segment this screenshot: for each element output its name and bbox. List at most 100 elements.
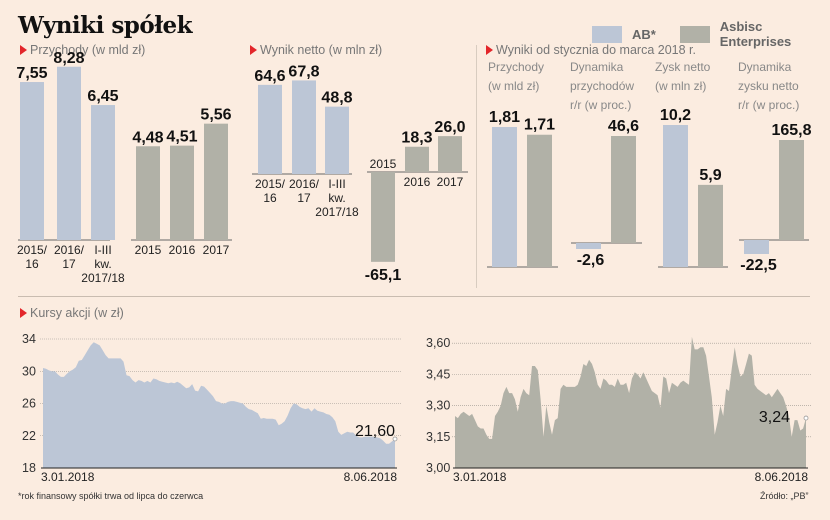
bar-value-label: 4,51 [166, 129, 197, 146]
bar-value-label: 10,2 [660, 107, 691, 124]
bar [663, 125, 688, 267]
bar [779, 140, 804, 240]
page-title: Wyniki spółek [18, 12, 193, 39]
bar-value-label: 1,71 [524, 117, 555, 134]
bar-value-label: 5,56 [200, 107, 231, 124]
bar-value-label: 7,55 [16, 65, 47, 82]
q1-subtitle-line: Zysk netto [655, 60, 711, 74]
bar-value-label: -22,5 [740, 257, 777, 274]
category-label: 2017 [437, 175, 464, 189]
bar [292, 80, 316, 174]
category-label: I-III [328, 177, 345, 191]
bar [492, 127, 517, 267]
category-label: 2016 [404, 175, 431, 189]
last-value-label: 21,60 [355, 423, 395, 440]
net-income-chart: 64,6 2015/16 67,8 2016/17 48,8 I-IIIkw.2017/1… [252, 63, 468, 284]
y-tick-label: 26 [22, 397, 36, 411]
bar [576, 243, 601, 249]
bar-value-label: 48,8 [321, 90, 352, 107]
bar [611, 136, 636, 243]
bar-value-label: 46,6 [608, 118, 639, 135]
q1-subtitle-line: r/r (w proc.) [738, 98, 800, 112]
bar [371, 172, 395, 262]
bar-value-label: -65,1 [365, 267, 402, 284]
bar [204, 123, 228, 240]
q1-subtitle-line: (w mln zł) [655, 79, 707, 93]
category-label: 2015 [135, 243, 162, 257]
category-label: kw. [94, 257, 111, 271]
legend-swatch-asbisc [679, 25, 710, 43]
x-end-label: 8.06.2018 [344, 470, 398, 484]
area-series [43, 342, 395, 468]
category-label: kw. [328, 191, 345, 205]
q1-subtitle-net-profit: Zysk netto (w mln zł) [655, 58, 710, 96]
q1-subtitle-line: (w mld zł) [488, 79, 540, 93]
q1-subtitle-line: r/r (w proc.) [570, 98, 632, 112]
section-shares: Kursy akcji (w zł) [20, 306, 124, 320]
y-tick-label: 3,45 [426, 367, 450, 381]
category-label: 17 [62, 257, 76, 271]
bar-value-label: 18,3 [401, 130, 432, 147]
q1-subtitle-line: Dynamika [570, 60, 624, 74]
bar-value-label: 64,6 [254, 68, 285, 85]
category-label: 2017 [203, 243, 230, 257]
q1-subtitle-line: zysku netto [738, 79, 799, 93]
category-label: 2016/ [54, 243, 85, 257]
bar [698, 184, 723, 267]
category-label: 2015/ [17, 243, 48, 257]
bar-value-label: 67,8 [288, 63, 319, 80]
triangle-marker-icon [486, 45, 493, 55]
bar [527, 134, 552, 267]
category-label: 17 [297, 191, 311, 205]
category-label: 2017/18 [81, 271, 125, 285]
bar [744, 240, 769, 254]
bar-value-label: 26,0 [434, 119, 465, 136]
bar [20, 82, 44, 240]
last-point-marker [392, 436, 398, 442]
bar-value-label: 6,45 [87, 88, 118, 105]
legend: AB* Asbisc Enterprises [592, 19, 830, 49]
category-label: I-III [94, 243, 111, 257]
y-tick-label: 3,30 [426, 399, 450, 413]
triangle-marker-icon [20, 45, 27, 55]
category-label: 2015 [370, 157, 397, 171]
bar [438, 136, 462, 172]
bar [258, 84, 282, 174]
last-point-marker [803, 415, 809, 421]
y-tick-label: 34 [22, 332, 36, 346]
bar-value-label: 8,28 [53, 50, 84, 67]
q1-subtitle-line: Przychody [488, 60, 545, 74]
asbisc-share-price-chart: 3,60 3,45 3,30 3,15 3,00 3,24 3.01.2018 8.06.20… [426, 336, 812, 484]
triangle-marker-icon [20, 308, 27, 318]
source: Źródło: „PB” [760, 491, 809, 501]
section-shares-label: Kursy akcji (w zł) [30, 306, 124, 320]
q1-chart: 1,81 1,71 -2,6 46,6 10,2 5,9 -22,5 165,8 [487, 107, 812, 274]
q1-subtitle-line: przychodów [570, 79, 635, 93]
y-tick-label: 30 [22, 364, 36, 378]
section-net: Wynik netto (w mln zł) [250, 43, 382, 57]
legend-label-ab: AB* [631, 26, 656, 42]
q1-subtitle-line: Dynamika [738, 60, 792, 74]
bar-value-label: 165,8 [771, 122, 811, 139]
bar [136, 146, 160, 240]
q1-subtitle-revenue-dynamics: Dynamika przychodów r/r (w proc.) [570, 58, 634, 115]
y-tick-label: 3,00 [426, 461, 450, 475]
section-q1-label: Wyniki od stycznia do marca 2018 r. [496, 43, 696, 57]
x-end-label: 8.06.2018 [755, 470, 809, 484]
section-revenue: Przychody (w mld zł) [20, 43, 145, 57]
section-q1: Wyniki od stycznia do marca 2018 r. [486, 43, 696, 57]
category-label: 2016/ [289, 177, 320, 191]
bar-value-label: 4,48 [132, 129, 163, 146]
category-label: 2016 [169, 243, 196, 257]
section-net-label: Wynik netto (w mln zł) [260, 43, 383, 57]
triangle-marker-icon [250, 45, 257, 55]
bar [91, 105, 115, 240]
ab-share-price-chart: 34 30 26 22 18 21,60 3.01.2018 8.06.2018 [22, 332, 401, 484]
y-tick-label: 3,60 [426, 336, 450, 350]
x-start-label: 3.01.2018 [41, 470, 95, 484]
category-label: 2017/18 [315, 205, 359, 219]
bar-value-label: 5,9 [699, 167, 721, 184]
horizontal-divider [18, 296, 810, 297]
vertical-divider [476, 45, 477, 288]
